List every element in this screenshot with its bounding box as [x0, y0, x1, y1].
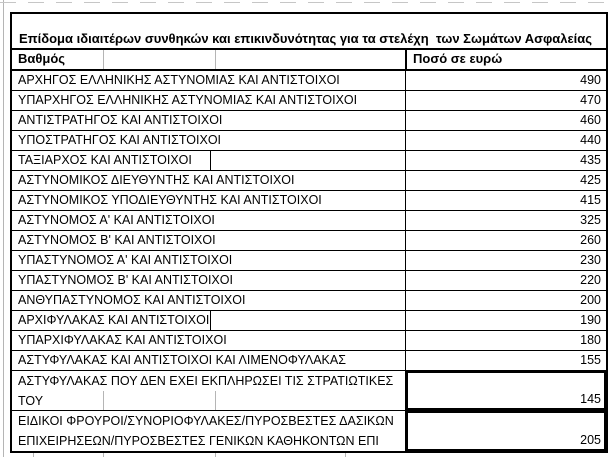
- rank-label: ΑΡΧΙΦΥΛΑΚΑΣ ΚΑΙ ΑΝΤΙΣΤΟΙΧΟΙ: [18, 313, 210, 327]
- amount-cell: 425: [405, 171, 606, 190]
- rank-label: ΑΣΤΥΦΥΛΑΚΑΣ ΚΑΙ ΑΝΤΙΣΤΟΙΧΟΙ ΚΑΙ ΛΙΜΕΝΟΦΥ…: [18, 353, 346, 367]
- table-row: ΑΣΤΥΝΟΜΟΣ Β' ΚΑΙ ΑΝΤΙΣΤΟΙΧΟΙ 260: [12, 231, 606, 251]
- rank-label: ΥΠΑΡΧΗΓΟΣ ΕΛΛΗΝΙΚΗΣ ΑΣΤΥΝΟΜΙΑΣ ΚΑΙ ΑΝΤΙΣ…: [18, 93, 358, 107]
- gridline-artifact-stub: [215, 453, 216, 457]
- table-row: ΥΠΑΡΧΙΦΥΛΑΚΑΣ ΚΑΙ ΑΝΤΙΣΤΟΙΧΟΙ 180: [12, 331, 606, 351]
- rank-cell: ΥΠΑΡΧΙΦΥΛΑΚΑΣ ΚΑΙ ΑΝΤΙΣΤΟΙΧΟΙ: [12, 331, 405, 350]
- column-header-rank-label: Βαθμός: [18, 51, 66, 66]
- table-header-row: Βαθμός Ποσό σε ευρώ: [12, 50, 606, 71]
- table-row: ΤΑΞΙΑΡΧΟΣ ΚΑΙ ΑΝΤΙΣΤΟΙΧΟΙ 435: [12, 151, 606, 171]
- gridline-artifact-stub: [103, 453, 104, 457]
- amount-cell: 230: [405, 251, 606, 270]
- amount-cell: 200: [405, 291, 606, 310]
- rank-label: ΥΠΑΡΧΙΦΥΛΑΚΑΣ ΚΑΙ ΑΝΤΙΣΤΟΙΧΟΙ: [18, 333, 227, 347]
- rank-label: ΥΠΑΣΤΥΝΟΜΟΣ Β' ΚΑΙ ΑΝΤΙΣΤΟΙΧΟΙ: [18, 273, 233, 287]
- rank-cell: ΑΝΘΥΠΑΣΤΥΝΟΜΟΣ ΚΑΙ ΑΝΤΙΣΤΟΙΧΟΙ: [12, 291, 405, 310]
- amount-cell: 220: [405, 271, 606, 290]
- table-row: ΥΠΑΣΤΥΝΟΜΟΣ Β' ΚΑΙ ΑΝΤΙΣΤΟΙΧΟΙ 220: [12, 271, 606, 291]
- gridline-artifact-left: [3, 0, 4, 457]
- column-header-rank: Βαθμός: [12, 50, 405, 69]
- rank-label: ΑΝΘΥΠΑΣΤΥΝΟΜΟΣ ΚΑΙ ΑΝΤΙΣΤΟΙΧΟΙ: [18, 293, 246, 307]
- rank-cell: ΑΣΤΥΝΟΜΟΣ Β' ΚΑΙ ΑΝΤΙΣΤΟΙΧΟΙ: [12, 231, 405, 250]
- rank-label: ΑΣΤΥΝΟΜΟΣ Α' ΚΑΙ ΑΝΤΙΣΤΟΙΧΟΙ: [18, 213, 215, 227]
- rank-cell: ΥΠΑΣΤΥΝΟΜΟΣ Β' ΚΑΙ ΑΝΤΙΣΤΟΙΧΟΙ: [12, 271, 405, 290]
- rank-label: ΕΙΔΙΚΟΙ ΦΡΟΥΡΟΙ/ΣΥΝΟΡΙΟΦΥΛΑΚΕΣ/ΠΥΡΟΣΒΕΣΤ…: [18, 414, 394, 448]
- rank-cell: ΤΑΞΙΑΡΧΟΣ ΚΑΙ ΑΝΤΙΣΤΟΙΧΟΙ: [12, 151, 405, 170]
- rank-cell: ΑΣΤΥΝΟΜΟΣ Α' ΚΑΙ ΑΝΤΙΣΤΟΙΧΟΙ: [12, 211, 405, 230]
- rank-label: ΑΣΤΥΦΥΛΑΚΑΣ ΠΟΥ ΔΕΝ ΕΧΕΙ ΕΚΠΛΗΡΩΣΕΙ ΤΙΣ …: [18, 374, 394, 408]
- table-row: ΑΣΤΥΦΥΛΑΚΑΣ ΚΑΙ ΑΝΤΙΣΤΟΙΧΟΙ ΚΑΙ ΛΙΜΕΝΟΦΥ…: [12, 351, 606, 371]
- table-row: ΑΣΤΥΦΥΛΑΚΑΣ ΠΟΥ ΔΕΝ ΕΧΕΙ ΕΚΠΛΗΡΩΣΕΙ ΤΙΣ …: [12, 371, 606, 411]
- rank-cell: ΑΣΤΥΝΟΜΙΚΟΣ ΥΠΟΔΙΕΥΘΥΝΤΗΣ ΚΑΙ ΑΝΤΙΣΤΟΙΧΟ…: [12, 191, 405, 210]
- amount-cell: 325: [405, 211, 606, 230]
- amount-cell: 155: [405, 351, 606, 370]
- allowance-table: Επίδομα ιδιαιτέρων συνθηκών και επικινδυ…: [10, 12, 608, 453]
- amount-cell: 440: [405, 131, 606, 150]
- column-header-amount: Ποσό σε ευρώ: [405, 50, 606, 69]
- table-row: ΥΠΑΣΤΥΝΟΜΟΣ Α' ΚΑΙ ΑΝΤΙΣΤΟΙΧΟΙ 230: [12, 251, 606, 271]
- rank-label: ΑΝΤΙΣΤΡΑΤΗΓΟΣ ΚΑΙ ΑΝΤΙΣΤΟΙΧΟΙ: [18, 113, 223, 127]
- table-row: ΑΡΧΙΦΥΛΑΚΑΣ ΚΑΙ ΑΝΤΙΣΤΟΙΧΟΙ 190: [12, 311, 606, 331]
- table-row: ΥΠΑΡΧΗΓΟΣ ΕΛΛΗΝΙΚΗΣ ΑΣΤΥΝΟΜΙΑΣ ΚΑΙ ΑΝΤΙΣ…: [12, 91, 606, 111]
- rank-cell: ΑΣΤΥΦΥΛΑΚΑΣ ΚΑΙ ΑΝΤΙΣΤΟΙΧΟΙ ΚΑΙ ΛΙΜΕΝΟΦΥ…: [12, 351, 405, 370]
- table-row: ΑΣΤΥΝΟΜΙΚΟΣ ΥΠΟΔΙΕΥΘΥΝΤΗΣ ΚΑΙ ΑΝΤΙΣΤΟΙΧΟ…: [12, 191, 606, 211]
- rank-cell: ΥΠΑΣΤΥΝΟΜΟΣ Α' ΚΑΙ ΑΝΤΙΣΤΟΙΧΟΙ: [12, 251, 405, 270]
- gridline-artifact-stub: [345, 453, 346, 457]
- amount-cell: 435: [405, 151, 606, 170]
- table-row: ΑΣΤΥΝΟΜΙΚΟΣ ΔΙΕΥΘΥΝΤΗΣ ΚΑΙ ΑΝΤΙΣΤΟΙΧΟΙ 4…: [12, 171, 606, 191]
- cell-border-artifact: [210, 311, 211, 330]
- amount-cell: 460: [405, 111, 606, 130]
- rank-label: ΑΣΤΥΝΟΜΟΣ Β' ΚΑΙ ΑΝΤΙΣΤΟΙΧΟΙ: [18, 233, 216, 247]
- rank-label: ΑΣΤΥΝΟΜΙΚΟΣ ΥΠΟΔΙΕΥΘΥΝΤΗΣ ΚΑΙ ΑΝΤΙΣΤΟΙΧΟ…: [18, 193, 322, 207]
- table-row: ΑΝΤΙΣΤΡΑΤΗΓΟΣ ΚΑΙ ΑΝΤΙΣΤΟΙΧΟΙ 460: [12, 111, 606, 131]
- amount-cell: 470: [405, 91, 606, 110]
- rank-cell: ΥΠΟΣΤΡΑΤΗΓΟΣ ΚΑΙ ΑΝΤΙΣΤΟΙΧΟΙ: [12, 131, 405, 150]
- rank-label: ΑΣΤΥΝΟΜΙΚΟΣ ΔΙΕΥΘΥΝΤΗΣ ΚΑΙ ΑΝΤΙΣΤΟΙΧΟΙ: [18, 173, 295, 187]
- rank-cell: ΑΣΤΥΝΟΜΙΚΟΣ ΔΙΕΥΘΥΝΤΗΣ ΚΑΙ ΑΝΤΙΣΤΟΙΧΟΙ: [12, 171, 405, 190]
- rank-label: ΥΠΑΣΤΥΝΟΜΟΣ Α' ΚΑΙ ΑΝΤΙΣΤΟΙΧΟΙ: [18, 253, 233, 267]
- amount-cell: 145: [405, 371, 606, 410]
- column-header-amount-label: Ποσό σε ευρώ: [413, 51, 503, 66]
- table-title-row: Επίδομα ιδιαιτέρων συνθηκών και επικινδυ…: [12, 14, 606, 50]
- amount-cell: 205: [405, 411, 606, 451]
- gridline-artifact-top: [0, 2, 614, 3]
- amount-cell: 190: [405, 311, 606, 330]
- amount-cell: 180: [405, 331, 606, 350]
- rank-cell: ΑΝΤΙΣΤΡΑΤΗΓΟΣ ΚΑΙ ΑΝΤΙΣΤΟΙΧΟΙ: [12, 111, 405, 130]
- table-row: ΑΡΧΗΓΟΣ ΕΛΛΗΝΙΚΗΣ ΑΣΤΥΝΟΜΙΑΣ ΚΑΙ ΑΝΤΙΣΤΟ…: [12, 71, 606, 91]
- gridline-artifact: [215, 391, 216, 410]
- gridline-artifact: [103, 50, 104, 69]
- amount-cell: 415: [405, 191, 606, 210]
- amount-cell: 260: [405, 231, 606, 250]
- gridline-artifact-stub: [33, 453, 34, 457]
- rank-cell: ΑΡΧΙΦΥΛΑΚΑΣ ΚΑΙ ΑΝΤΙΣΤΟΙΧΟΙ: [12, 311, 405, 330]
- rank-label: ΑΡΧΗΓΟΣ ΕΛΛΗΝΙΚΗΣ ΑΣΤΥΝΟΜΙΑΣ ΚΑΙ ΑΝΤΙΣΤΟ…: [18, 73, 340, 87]
- rank-cell: ΑΡΧΗΓΟΣ ΕΛΛΗΝΙΚΗΣ ΑΣΤΥΝΟΜΙΑΣ ΚΑΙ ΑΝΤΙΣΤΟ…: [12, 71, 405, 90]
- table-row: ΑΣΤΥΝΟΜΟΣ Α' ΚΑΙ ΑΝΤΙΣΤΟΙΧΟΙ 325: [12, 211, 606, 231]
- rank-cell: ΕΙΔΙΚΟΙ ΦΡΟΥΡΟΙ/ΣΥΝΟΡΙΟΦΥΛΑΚΕΣ/ΠΥΡΟΣΒΕΣΤ…: [12, 411, 405, 451]
- rank-cell: ΑΣΤΥΦΥΛΑΚΑΣ ΠΟΥ ΔΕΝ ΕΧΕΙ ΕΚΠΛΗΡΩΣΕΙ ΤΙΣ …: [12, 371, 405, 410]
- table-row: ΑΝΘΥΠΑΣΤΥΝΟΜΟΣ ΚΑΙ ΑΝΤΙΣΤΟΙΧΟΙ 200: [12, 291, 606, 311]
- gridline-artifact: [103, 391, 104, 410]
- cell-border-artifact: [210, 151, 211, 170]
- table-row: ΥΠΟΣΤΡΑΤΗΓΟΣ ΚΑΙ ΑΝΤΙΣΤΟΙΧΟΙ 440: [12, 131, 606, 151]
- table-row: ΕΙΔΙΚΟΙ ΦΡΟΥΡΟΙ/ΣΥΝΟΡΙΟΦΥΛΑΚΕΣ/ΠΥΡΟΣΒΕΣΤ…: [12, 411, 606, 451]
- amount-cell: 490: [405, 71, 606, 90]
- gridline-artifact: [215, 50, 216, 69]
- rank-label: ΤΑΞΙΑΡΧΟΣ ΚΑΙ ΑΝΤΙΣΤΟΙΧΟΙ: [18, 153, 192, 167]
- rank-label: ΥΠΟΣΤΡΑΤΗΓΟΣ ΚΑΙ ΑΝΤΙΣΤΟΙΧΟΙ: [18, 133, 222, 147]
- table-title: Επίδομα ιδιαιτέρων συνθηκών και επικινδυ…: [19, 31, 593, 46]
- rank-cell: ΥΠΑΡΧΗΓΟΣ ΕΛΛΗΝΙΚΗΣ ΑΣΤΥΝΟΜΙΑΣ ΚΑΙ ΑΝΤΙΣ…: [12, 91, 405, 110]
